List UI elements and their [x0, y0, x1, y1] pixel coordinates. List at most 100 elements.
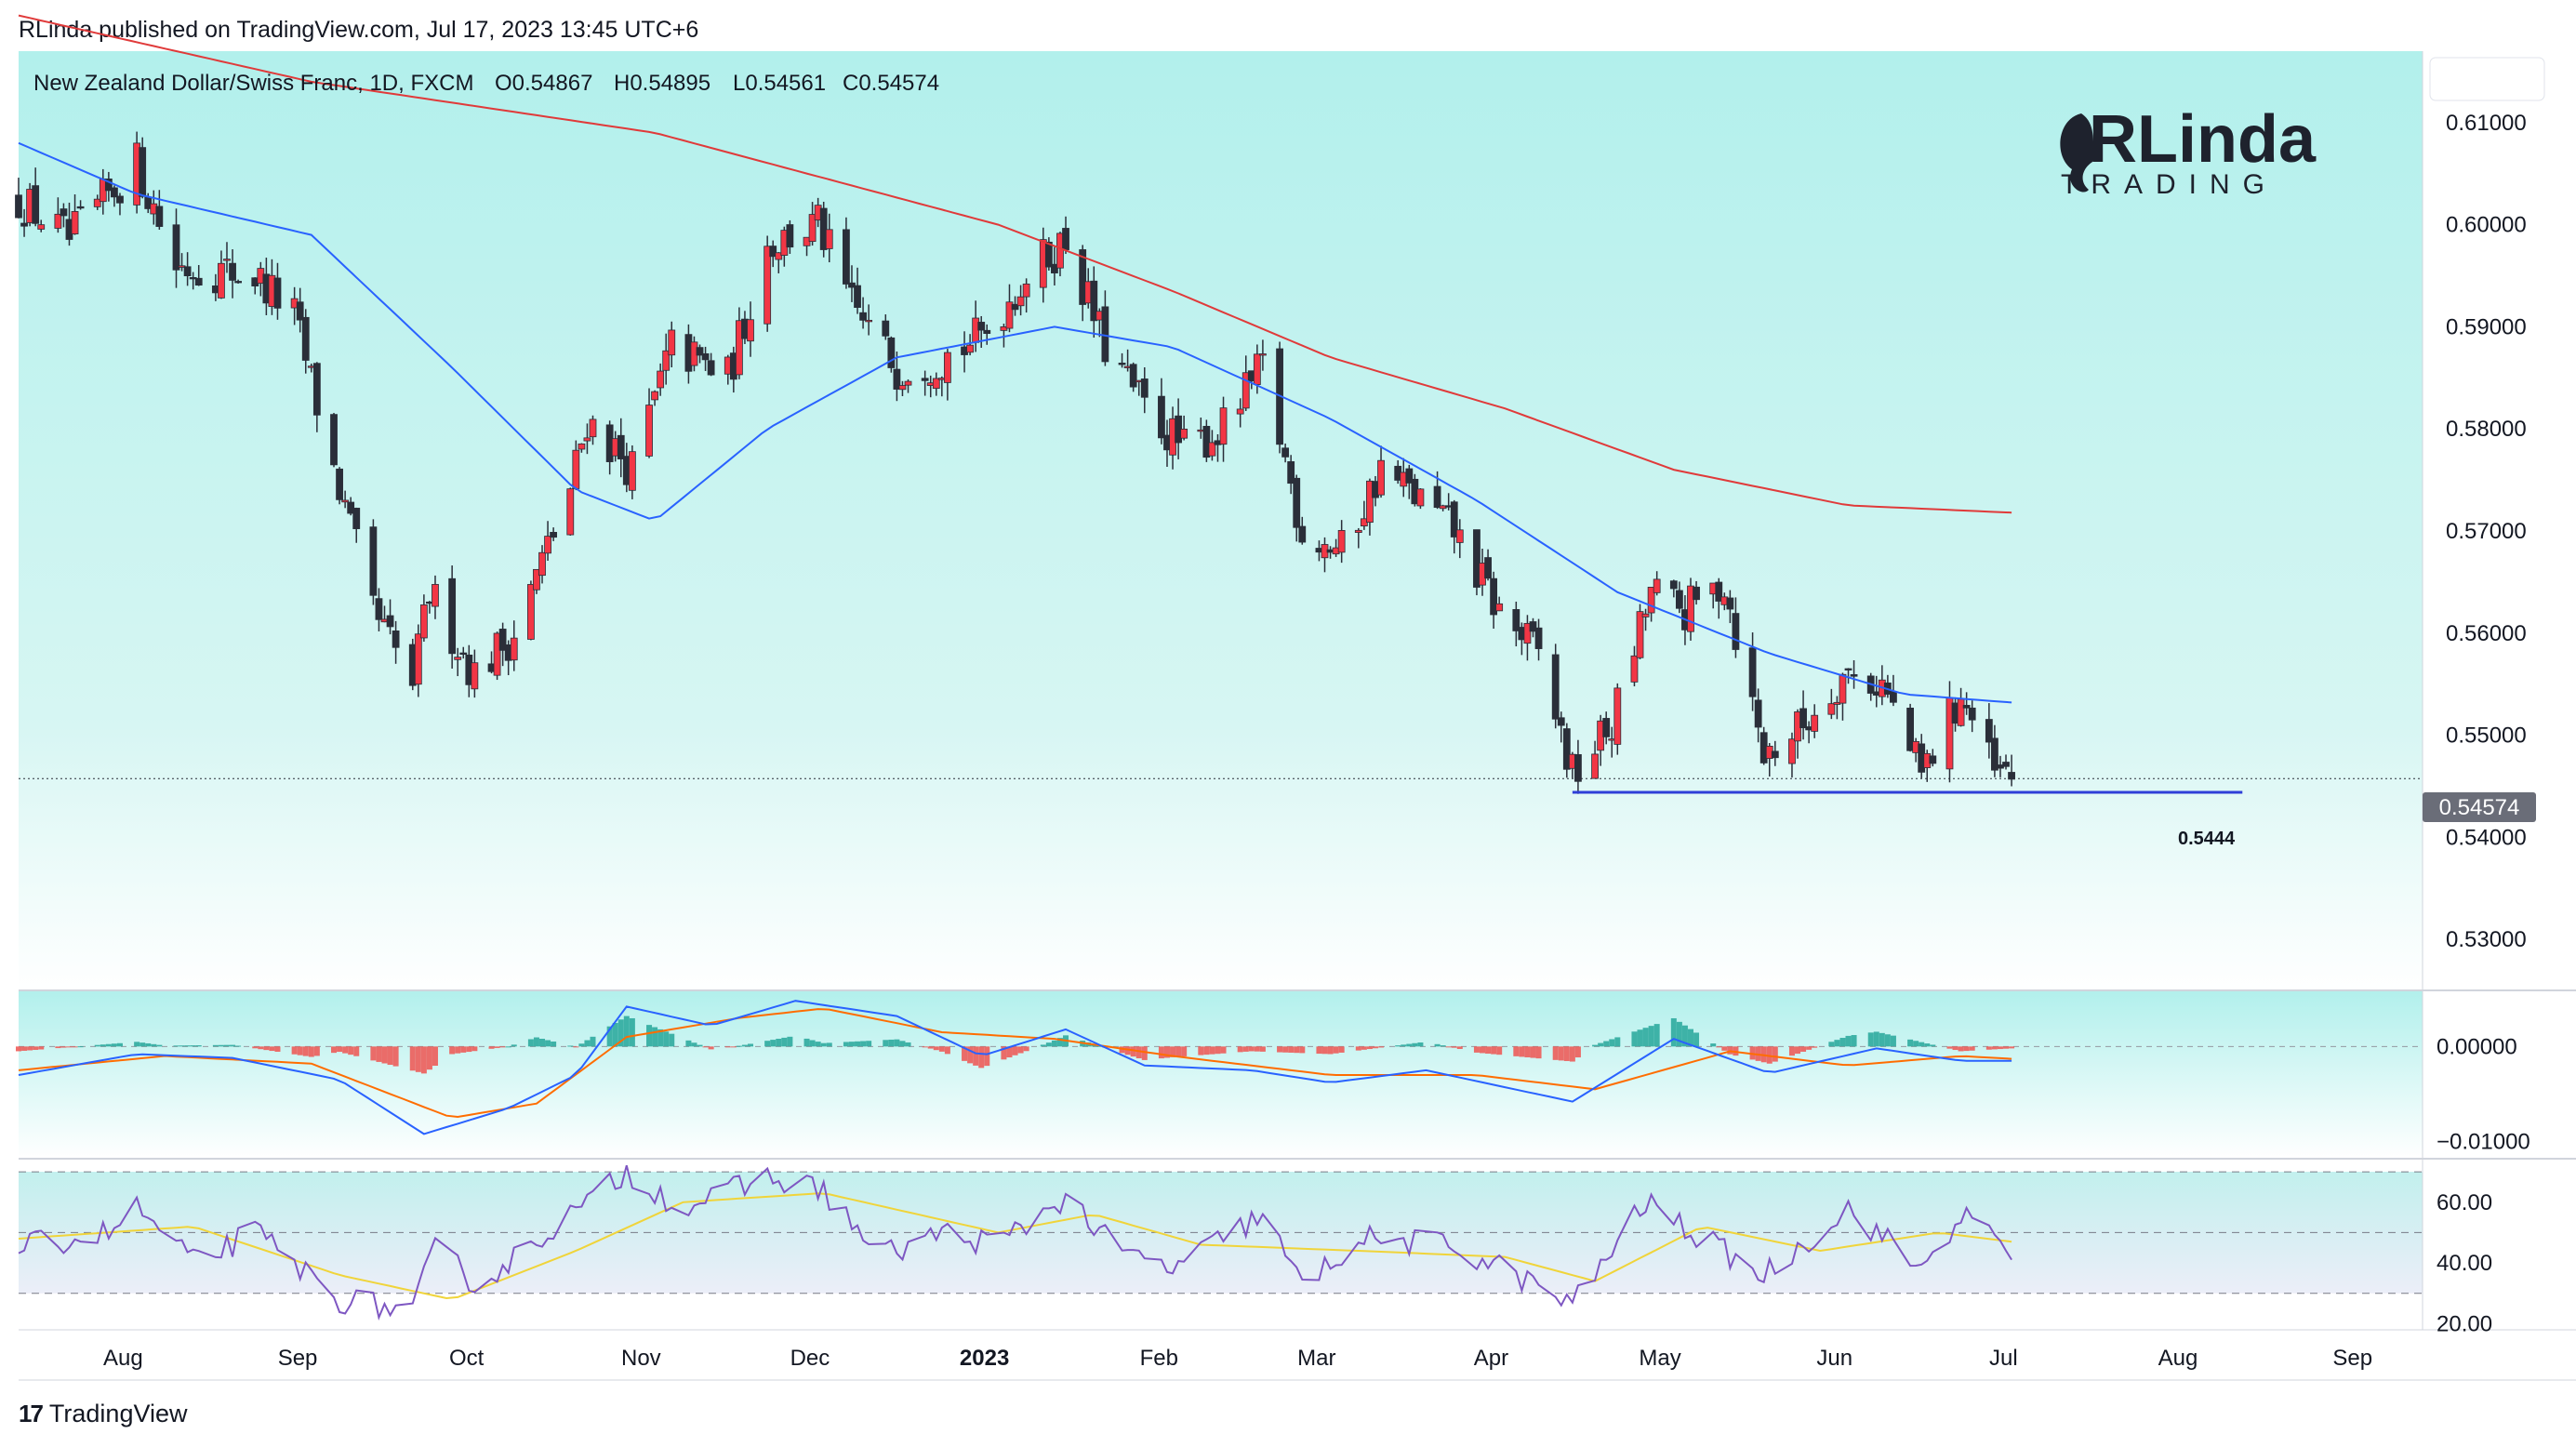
macd-histogram-bar [584, 1040, 591, 1047]
macd-histogram-bar [1366, 1046, 1373, 1050]
candle-body [1242, 372, 1250, 409]
candle-body [172, 224, 180, 271]
macd-histogram-bar [1254, 1046, 1260, 1052]
macd-histogram-bar [1288, 1046, 1295, 1053]
macd-histogram-bar [1806, 1046, 1812, 1050]
macd-tick-label: −0.01000 [2437, 1130, 2530, 1155]
macd-pane[interactable] [16, 1000, 2423, 1135]
macd-histogram-bar [685, 1040, 692, 1047]
candle-body [312, 363, 321, 416]
price-pane[interactable] [15, 14, 2423, 794]
candle-body [1495, 603, 1504, 612]
candle-body [904, 380, 912, 386]
candle-body [15, 194, 22, 219]
macd-histogram-bar [1716, 1046, 1722, 1048]
macd-histogram-bar [1124, 1046, 1131, 1055]
ohlc-low: L0.54561 [733, 71, 826, 96]
candle-body [966, 344, 975, 353]
rsi-tick-label: 20.00 [2437, 1311, 2492, 1336]
macd-histogram-bar [843, 1042, 849, 1047]
macd-histogram-bar [1282, 1046, 1289, 1053]
macd-histogram-bar [1119, 1046, 1125, 1054]
candle-body [843, 229, 850, 285]
macd-histogram-bar [984, 1046, 990, 1067]
candle-body [1337, 530, 1346, 553]
macd-histogram-bar [1203, 1046, 1210, 1055]
macd-histogram-bar [1946, 1046, 1953, 1049]
macd-histogram-bar [223, 1044, 230, 1047]
macd-histogram-bar [1749, 1046, 1756, 1060]
macd-histogram-bar [905, 1042, 911, 1047]
candle-body [369, 526, 378, 596]
candle-body [775, 252, 783, 260]
macd-histogram-bar [2003, 1046, 2010, 1049]
tradingview-footer[interactable]: 17 TradingView [19, 1400, 188, 1428]
macd-histogram-bar [1755, 1046, 1761, 1061]
macd-histogram-bar [657, 1029, 664, 1047]
macd-histogram-bar [392, 1046, 399, 1067]
price-tick-label: 0.59000 [2446, 314, 2527, 339]
candle-body [296, 301, 304, 321]
candle-body [1433, 485, 1441, 509]
candle-body [1844, 668, 1852, 670]
time-tick-label: Dec [790, 1346, 830, 1371]
macd-histogram-bar [545, 1040, 551, 1047]
candle-body [1962, 705, 1971, 709]
candle-body [1715, 581, 1723, 602]
candle-body [183, 266, 192, 277]
price-tick-label: 0.54000 [2446, 825, 2527, 850]
watermark-brand: RLinda [2089, 102, 2317, 177]
candle-body [1811, 714, 1819, 732]
macd-histogram-bar [1163, 1046, 1170, 1058]
candle-body [155, 206, 164, 227]
macd-histogram-bar [527, 1039, 534, 1047]
macd-histogram-bar [1890, 1035, 1896, 1047]
macd-histogram-bar [1687, 1029, 1693, 1047]
macd-histogram-bar [1991, 1046, 1998, 1050]
candle-body [493, 632, 501, 676]
candle-body [617, 434, 625, 459]
macd-histogram-bar [973, 1046, 979, 1066]
candle-body [1259, 353, 1267, 356]
candle-body [538, 551, 546, 577]
candle-body [1129, 364, 1137, 388]
macd-histogram-bar [1569, 1046, 1575, 1062]
candle-body [1726, 597, 1734, 610]
macd-histogram-bar [134, 1042, 140, 1047]
macd-histogram-bar [94, 1044, 100, 1047]
candle-body [1158, 395, 1165, 439]
candle-body [1101, 306, 1109, 363]
macd-histogram-bar [331, 1046, 338, 1054]
macd-histogram-bar [1574, 1046, 1581, 1058]
macd-histogram-bar [1023, 1046, 1029, 1052]
macd-histogram-bar [55, 1046, 61, 1049]
candle-body [566, 488, 575, 536]
rsi-pane[interactable] [18, 1164, 2423, 1321]
candle-body [1991, 737, 1998, 771]
macd-histogram-bar [1609, 1039, 1615, 1047]
macd-histogram-bar [1473, 1046, 1480, 1053]
macd-histogram-bar [100, 1044, 106, 1047]
macd-histogram-bar [663, 1031, 670, 1047]
candle-body [139, 147, 147, 197]
macd-histogram-bar [1491, 1046, 1497, 1055]
time-tick-label: Feb [1140, 1346, 1178, 1371]
macd-histogram-bar [1772, 1046, 1778, 1062]
macd-histogram-bar [1676, 1021, 1682, 1047]
macd-histogram-bar [1333, 1046, 1339, 1054]
macd-histogram-bar [505, 1046, 511, 1048]
candle-body [76, 206, 85, 209]
macd-histogram-bar [370, 1046, 377, 1061]
macd-histogram-bar [1653, 1024, 1660, 1047]
candle-body [578, 443, 586, 450]
candle-body [1693, 586, 1700, 601]
candle-body [1985, 719, 1993, 743]
macd-histogram-bar [1710, 1043, 1717, 1047]
candle-body [1044, 241, 1053, 268]
macd-histogram-bar [1721, 1046, 1728, 1051]
macd-histogram-bar [1012, 1046, 1018, 1055]
macd-histogram-bar [1873, 1031, 1879, 1047]
macd-histogram-bar [646, 1025, 653, 1047]
candle-body [1675, 590, 1683, 609]
